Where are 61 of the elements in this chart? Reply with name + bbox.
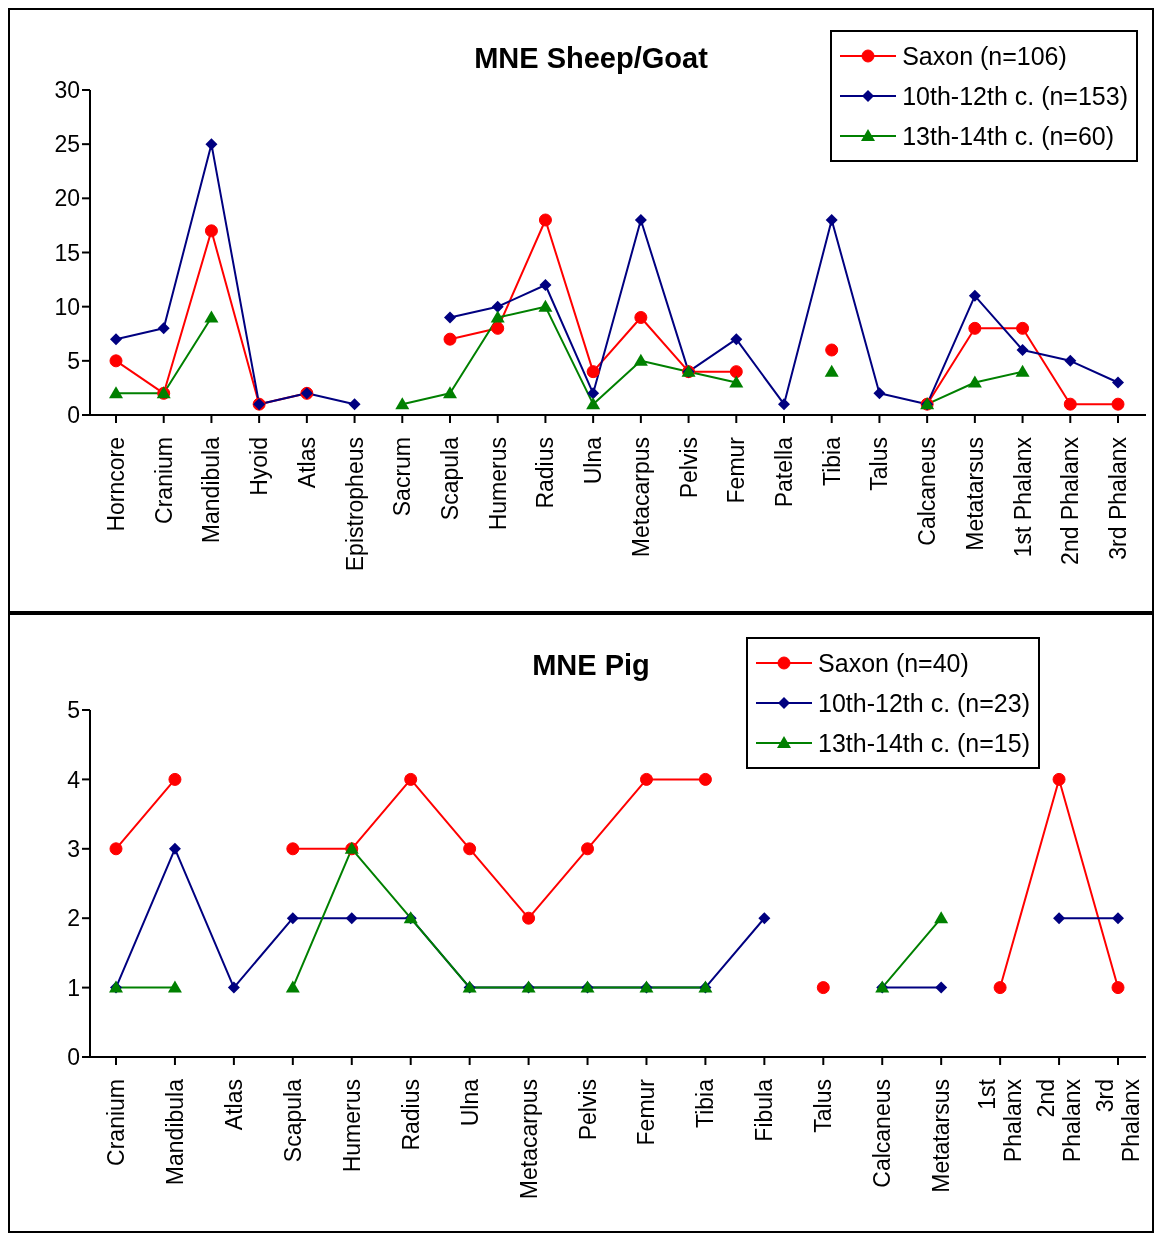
y-tick-label: 5 <box>67 697 80 724</box>
x-tick-label: Metatarsus <box>928 1079 955 1193</box>
legend-label: Saxon (n=106) <box>902 41 1067 71</box>
legend-label: 13th-14th c. (n=60) <box>902 121 1115 151</box>
x-tick-label: Femur <box>723 436 750 504</box>
y-tick-label: 0 <box>67 402 80 429</box>
y-tick-label: 25 <box>54 131 80 158</box>
x-tick-label: Pelvis <box>675 437 702 499</box>
x-tick-label: Humerus <box>484 437 511 531</box>
x-tick-label: Cranium <box>103 1079 129 1166</box>
legend-label: 10th-12th c. (n=153) <box>902 81 1128 111</box>
y-tick-label: 1 <box>67 974 80 1001</box>
x-tick-label: Hyoid <box>246 437 273 496</box>
y-tick-label: 5 <box>67 348 80 374</box>
y-tick-label: 0 <box>67 1044 80 1071</box>
x-tick-label: Cranium <box>150 437 177 524</box>
y-tick-label: 4 <box>67 766 81 793</box>
x-tick-label: Femur <box>633 1078 660 1146</box>
x-tick-label: Atlas <box>293 437 320 489</box>
x-tick-label: Calcaneus <box>914 437 941 546</box>
x-tick-label: Talus <box>810 1079 837 1133</box>
x-tick-label: 1st Phalanx <box>974 1078 1027 1163</box>
chart-title: MNE Pig <box>532 649 650 681</box>
x-tick-label: Atlas <box>220 1079 247 1131</box>
legend-label: Saxon (n=40) <box>818 648 969 678</box>
x-tick-label: Metacarpus <box>627 437 654 558</box>
x-tick-label: Scapula <box>437 436 463 521</box>
y-tick-label: 20 <box>54 185 80 212</box>
x-tick-label: Epistropheus <box>341 437 368 572</box>
legend-label: 10th-12th c. (n=23) <box>818 688 1030 718</box>
y-tick-label: 10 <box>54 293 80 320</box>
x-tick-label: Metatarsus <box>961 437 988 551</box>
x-tick-label: 3rd Phalanx <box>1092 1078 1144 1163</box>
x-tick-label: Mandibula <box>161 1078 188 1186</box>
y-tick-label: 30 <box>54 77 80 104</box>
x-tick-label: Sacrum <box>389 437 416 517</box>
x-tick-label: Tibia <box>692 1078 719 1128</box>
x-tick-label: Metacarpus <box>515 1079 542 1200</box>
x-tick-label: Scapula <box>279 1078 306 1163</box>
x-tick-label: Patella <box>771 436 797 508</box>
x-tick-label: Ulna <box>580 436 607 485</box>
y-tick-label: 15 <box>54 239 80 266</box>
x-tick-label: Ulna <box>456 1078 483 1127</box>
x-tick-label: 1st Phalanx <box>1009 436 1036 558</box>
chart-title: MNE Sheep/Goat <box>474 42 708 74</box>
x-tick-label: Horncore <box>103 437 129 532</box>
y-tick-label: 3 <box>67 835 80 862</box>
x-tick-label: Radius <box>532 437 559 509</box>
x-tick-label: Radius <box>397 1079 424 1151</box>
x-tick-label: Tibia <box>818 436 845 486</box>
x-tick-label: Pelvis <box>574 1079 601 1141</box>
legend-label: 13th-14th c. (n=15) <box>818 728 1030 758</box>
x-tick-label: Talus <box>866 437 893 491</box>
x-tick-label: Humerus <box>338 1079 365 1173</box>
x-tick-label: Fibula <box>751 1078 778 1142</box>
x-tick-label: 2nd Phalanx <box>1057 436 1084 565</box>
y-tick-label: 2 <box>67 905 80 932</box>
x-tick-label: 3rd Phalanx <box>1105 436 1131 560</box>
x-tick-label: Mandibula <box>198 436 225 544</box>
x-tick-label: Calcaneus <box>869 1079 896 1188</box>
x-tick-label: 2nd Phalanx <box>1033 1078 1086 1163</box>
